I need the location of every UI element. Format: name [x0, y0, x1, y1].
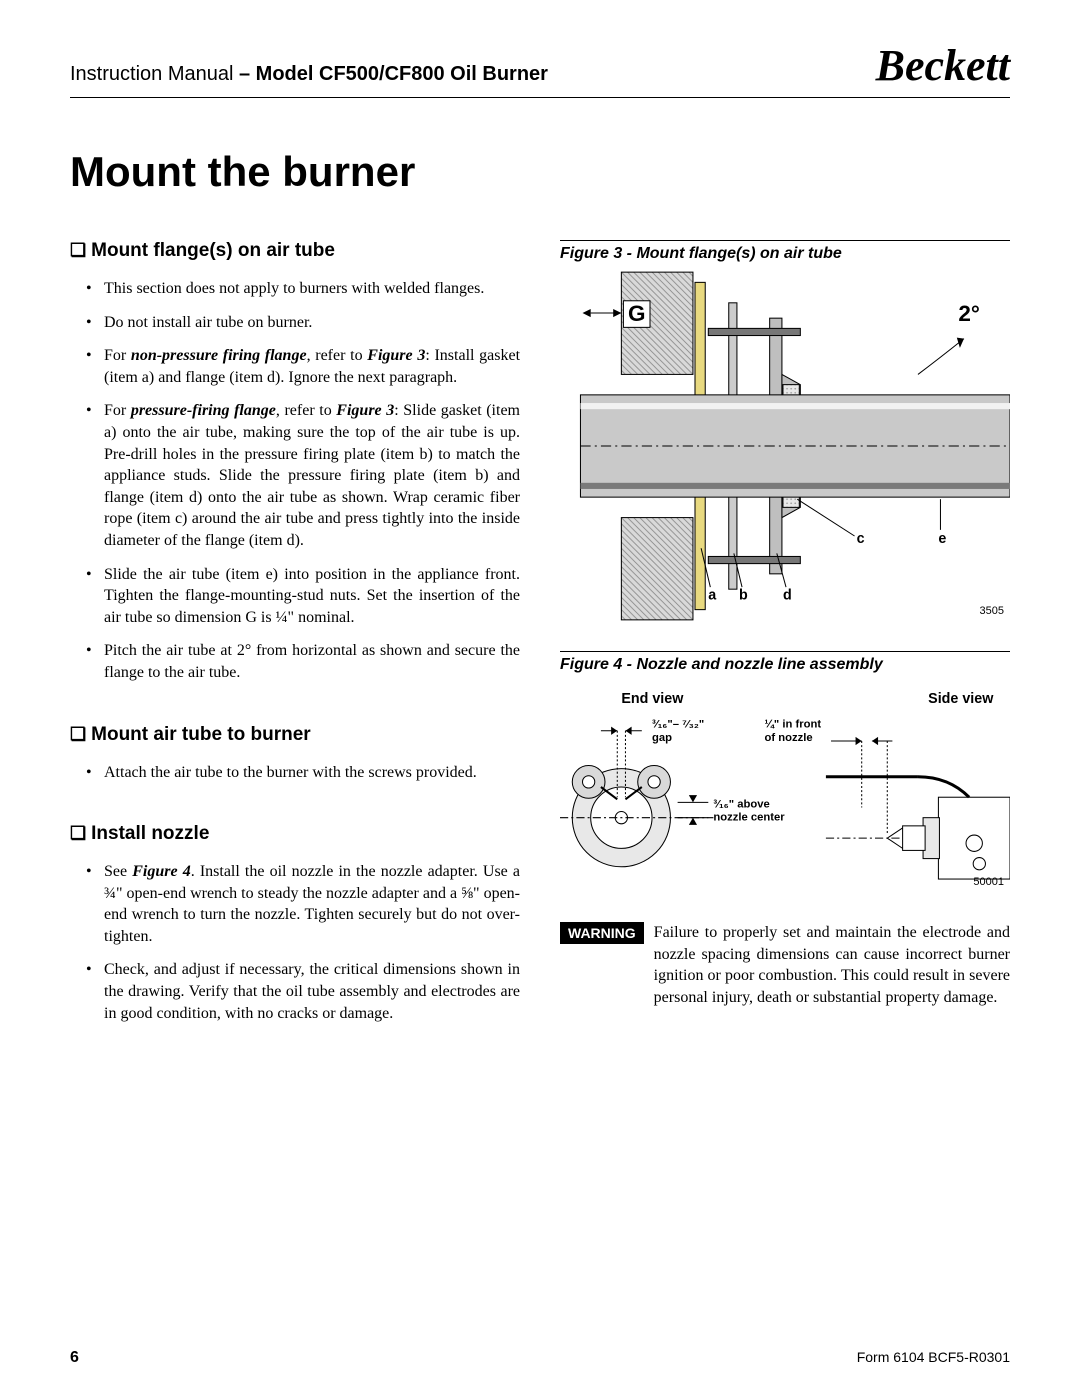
label-front: ¼" in front — [765, 719, 822, 731]
figure-3-id: 3505 — [980, 605, 1004, 617]
label-d: d — [783, 587, 792, 603]
bullet: For pressure-firing flange, refer to Fig… — [86, 400, 520, 551]
svg-text:of nozzle: of nozzle — [765, 732, 813, 744]
bullet: For non-pressure firing flange, refer to… — [86, 345, 520, 388]
header-title: Instruction Manual – Model CF500/CF800 O… — [70, 63, 548, 86]
label-G: G — [628, 301, 646, 326]
left-column: Mount flange(s) on air tube This section… — [70, 240, 520, 1064]
right-column: Figure 3 - Mount flange(s) on air tube — [560, 240, 1010, 1064]
bullet: Check, and adjust if necessary, the crit… — [86, 959, 520, 1024]
svg-text:nozzle center: nozzle center — [713, 812, 785, 824]
heading-mount-air-tube: Mount air tube to burner — [70, 724, 520, 746]
bullet: Do not install air tube on burner. — [86, 312, 520, 334]
label-c: c — [857, 531, 865, 547]
label-gap: ³⁄₁₆"– ⁷⁄₃₂" — [652, 719, 704, 731]
bullet: Slide the air tube (item e) into positio… — [86, 564, 520, 629]
figure-3-diagram: G 2° a b d c e — [560, 271, 1010, 621]
page-title: Mount the burner — [70, 148, 1010, 196]
form-number: Form 6104 BCF5-R0301 — [857, 1349, 1010, 1367]
page-header: Instruction Manual – Model CF500/CF800 O… — [70, 40, 1010, 98]
bullet: Attach the air tube to the burner with t… — [86, 762, 520, 784]
figure-4-diagram: End view Side view — [560, 682, 1010, 892]
warning-block: WARNING Failure to properly set and main… — [560, 922, 1010, 1008]
label-a: a — [708, 587, 717, 603]
label-side-view: Side view — [928, 691, 994, 707]
bullet: This section does not apply to burners w… — [86, 278, 520, 300]
figure-4-id: 50001 — [973, 876, 1004, 888]
section-mount-air-tube: Mount air tube to burner Attach the air … — [70, 724, 520, 784]
heading-mount-flange: Mount flange(s) on air tube — [70, 240, 520, 262]
bullet: Pitch the air tube at 2° from horizontal… — [86, 640, 520, 683]
label-above: ³⁄₁₆" above — [713, 798, 769, 810]
label-e: e — [938, 531, 946, 547]
warning-badge: WARNING — [560, 922, 644, 944]
brand-logo: Beckett — [876, 40, 1010, 91]
label-b: b — [739, 587, 748, 603]
label-2deg: 2° — [958, 301, 980, 326]
figure-3: Figure 3 - Mount flange(s) on air tube — [560, 240, 1010, 621]
label-end-view: End view — [621, 691, 684, 707]
warning-text: Failure to properly set and maintain the… — [654, 922, 1010, 1008]
section-install-nozzle: Install nozzle See Figure 4. Install the… — [70, 823, 520, 1024]
figure-3-caption: Figure 3 - Mount flange(s) on air tube — [560, 240, 1010, 263]
svg-text:gap: gap — [652, 732, 672, 744]
section-mount-flange: Mount flange(s) on air tube This section… — [70, 240, 520, 684]
figure-4-caption: Figure 4 - Nozzle and nozzle line assemb… — [560, 651, 1010, 674]
heading-install-nozzle: Install nozzle — [70, 823, 520, 845]
page-number: 6 — [70, 1349, 79, 1367]
figure-4: Figure 4 - Nozzle and nozzle line assemb… — [560, 651, 1010, 892]
header-model: – Model CF500/CF800 Oil Burner — [239, 63, 548, 85]
page-footer: 6 Form 6104 BCF5-R0301 — [70, 1349, 1010, 1367]
bullet: See Figure 4. Install the oil nozzle in … — [86, 861, 520, 947]
header-prefix: Instruction Manual — [70, 63, 239, 85]
